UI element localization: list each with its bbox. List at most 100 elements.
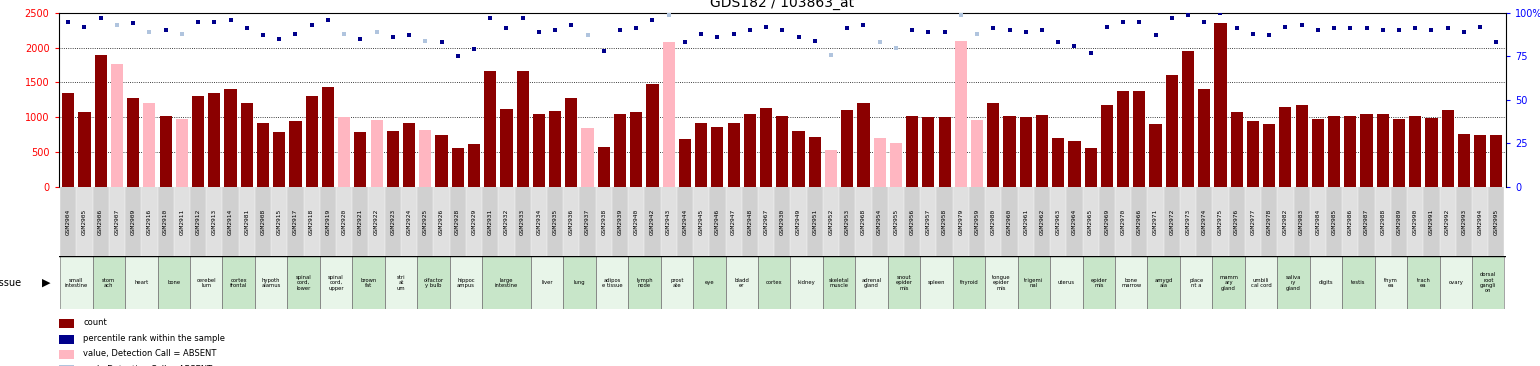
Bar <box>953 256 986 309</box>
Bar <box>1426 118 1437 187</box>
Bar <box>240 103 253 187</box>
Bar <box>922 117 935 187</box>
Bar <box>1441 110 1454 187</box>
Bar <box>256 256 288 309</box>
Bar <box>1183 51 1194 187</box>
Bar <box>1280 107 1292 187</box>
Bar <box>644 187 661 256</box>
Text: GSM2990: GSM2990 <box>1412 208 1418 235</box>
Bar <box>60 256 92 309</box>
Bar <box>872 187 887 256</box>
Bar <box>1294 187 1309 256</box>
Text: GSM2954: GSM2954 <box>878 208 882 235</box>
Bar <box>208 93 220 187</box>
Bar <box>482 187 499 256</box>
Bar <box>890 143 902 187</box>
Bar <box>1488 187 1505 256</box>
Text: large
intestine: large intestine <box>494 277 517 288</box>
Bar <box>921 187 936 256</box>
Text: GSM2919: GSM2919 <box>325 208 331 235</box>
Text: GSM2992: GSM2992 <box>1445 208 1451 235</box>
Text: GSM2904: GSM2904 <box>66 208 71 235</box>
Text: GSM2943: GSM2943 <box>667 208 671 235</box>
Text: GSM2909: GSM2909 <box>131 208 136 235</box>
Bar <box>1215 23 1226 187</box>
Bar <box>290 121 302 187</box>
Bar <box>385 256 417 309</box>
Text: GSM2923: GSM2923 <box>390 208 396 235</box>
Text: snout
epider
mis: snout epider mis <box>896 275 913 291</box>
Text: GSM2918: GSM2918 <box>310 208 314 235</box>
Text: GSM2988: GSM2988 <box>1380 208 1386 235</box>
Text: brown
fat: brown fat <box>360 277 377 288</box>
Bar <box>1309 256 1343 309</box>
Bar <box>433 187 450 256</box>
Text: tongue
epider
mis: tongue epider mis <box>992 275 1010 291</box>
Bar <box>516 71 528 187</box>
Bar <box>222 256 256 309</box>
Bar <box>758 256 790 309</box>
Bar <box>157 256 189 309</box>
Bar <box>322 87 334 187</box>
Text: GSM2924: GSM2924 <box>407 208 411 235</box>
Bar <box>1377 114 1389 187</box>
Text: GSM2951: GSM2951 <box>812 208 818 235</box>
Bar <box>125 256 157 309</box>
Text: GSM2962: GSM2962 <box>1040 208 1044 235</box>
Bar <box>142 187 157 256</box>
Text: GSM2928: GSM2928 <box>456 208 460 235</box>
Bar <box>630 112 642 187</box>
Bar <box>628 187 644 256</box>
Bar <box>1050 187 1066 256</box>
Bar <box>564 256 596 309</box>
Bar <box>1423 187 1440 256</box>
Bar <box>1440 187 1455 256</box>
Bar <box>938 117 950 187</box>
Text: bladd
er: bladd er <box>735 277 748 288</box>
Bar <box>1180 187 1197 256</box>
Text: spinal
cord,
lower: spinal cord, lower <box>296 275 311 291</box>
Bar <box>400 187 417 256</box>
Text: spleen: spleen <box>927 280 946 285</box>
Bar <box>239 187 256 256</box>
Bar <box>565 98 578 187</box>
Bar <box>1375 187 1391 256</box>
Bar <box>678 187 693 256</box>
Bar <box>1408 187 1423 256</box>
Bar <box>742 187 758 256</box>
Bar <box>222 187 239 256</box>
Bar <box>1083 187 1098 256</box>
Text: GSM2991: GSM2991 <box>1429 208 1434 235</box>
Bar <box>174 187 189 256</box>
Text: spinal
cord,
upper: spinal cord, upper <box>328 275 343 291</box>
Bar <box>354 132 367 187</box>
Bar <box>419 130 431 187</box>
Text: epider
mis: epider mis <box>1090 277 1107 288</box>
Bar <box>873 138 886 187</box>
Text: GSM2978: GSM2978 <box>1267 208 1272 235</box>
Bar <box>986 187 1001 256</box>
Bar <box>467 187 482 256</box>
Text: trigemi
nal: trigemi nal <box>1024 277 1044 288</box>
Bar <box>936 187 953 256</box>
Bar <box>1036 115 1049 187</box>
Bar <box>1392 119 1404 187</box>
Text: percentile rank within the sample: percentile rank within the sample <box>83 334 225 343</box>
Bar <box>109 187 125 256</box>
Bar <box>1033 187 1050 256</box>
Bar <box>125 187 142 256</box>
Bar <box>500 109 513 187</box>
Bar <box>94 55 106 187</box>
Text: GSM2921: GSM2921 <box>357 208 363 235</box>
Bar <box>257 123 270 187</box>
Bar <box>1001 187 1018 256</box>
Bar <box>1391 187 1408 256</box>
Bar <box>725 187 742 256</box>
Text: GSM2913: GSM2913 <box>213 208 217 235</box>
Text: hippoc
ampus: hippoc ampus <box>457 277 474 288</box>
Text: value, Detection Call = ABSENT: value, Detection Call = ABSENT <box>83 349 217 358</box>
Bar <box>320 256 353 309</box>
Bar <box>579 187 596 256</box>
Bar <box>661 187 678 256</box>
Bar <box>160 116 172 187</box>
